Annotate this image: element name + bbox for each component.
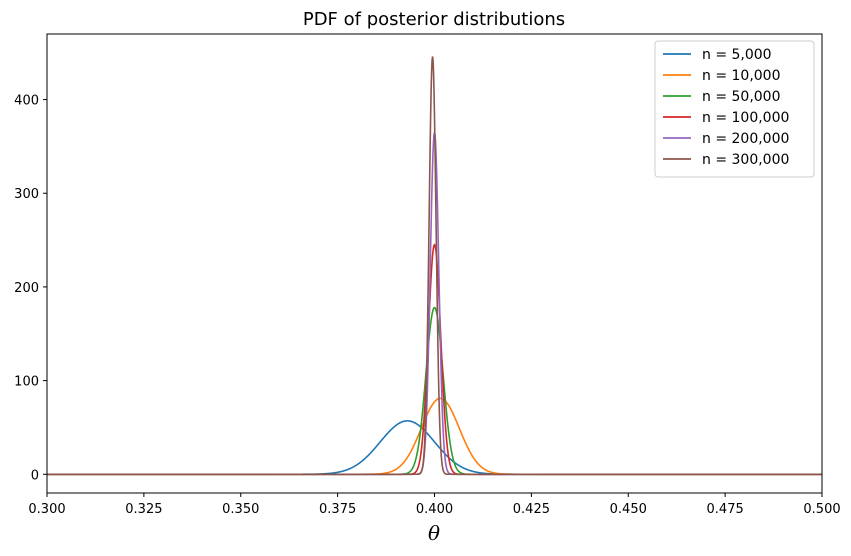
x-axis: 0.300 0.325 0.350 0.375 0.400 0.425 0.450 0.475… <box>28 493 841 517</box>
legend-label: n = 100,000 <box>702 110 789 126</box>
y-tick-label: 200 <box>14 281 39 296</box>
x-tick-label: 0.425 <box>513 502 550 517</box>
y-tick-label: 100 <box>14 375 39 390</box>
y-axis: 0 100 200 300 400 <box>14 94 47 483</box>
x-tick-label: 0.500 <box>803 502 840 517</box>
chart-title: PDF of posterior distributions <box>303 9 565 30</box>
legend-label: n = 200,000 <box>702 131 789 147</box>
series-line-n-10-000 <box>47 397 822 476</box>
y-tick-label: 300 <box>14 187 39 202</box>
legend: n = 5,000 n = 10,000 n = 50,000 n = 100,000… <box>654 40 815 178</box>
legend-label: n = 300,000 <box>702 152 789 168</box>
series-line-n-300-000 <box>47 56 822 476</box>
series-line-n-50-000 <box>47 306 822 476</box>
x-tick-label: 0.300 <box>28 502 65 517</box>
x-tick-label: 0.325 <box>125 502 162 517</box>
legend-label: n = 10,000 <box>702 68 781 84</box>
series-line-n-100-000 <box>47 243 822 476</box>
series-line-n-5-000 <box>47 420 822 476</box>
x-tick-label: 0.375 <box>319 502 356 517</box>
series-line-n-200-000 <box>47 132 822 476</box>
legend-label: n = 5,000 <box>702 47 772 63</box>
x-axis-label: θ <box>428 521 440 545</box>
legend-label: n = 50,000 <box>702 89 781 105</box>
x-tick-label: 0.450 <box>610 502 647 517</box>
y-tick-label: 0 <box>31 468 39 483</box>
x-tick-label: 0.400 <box>416 502 453 517</box>
x-tick-label: 0.475 <box>707 502 744 517</box>
y-tick-label: 400 <box>14 94 39 109</box>
legend-box <box>654 40 815 178</box>
x-tick-label: 0.350 <box>222 502 259 517</box>
series-layer <box>47 56 822 476</box>
